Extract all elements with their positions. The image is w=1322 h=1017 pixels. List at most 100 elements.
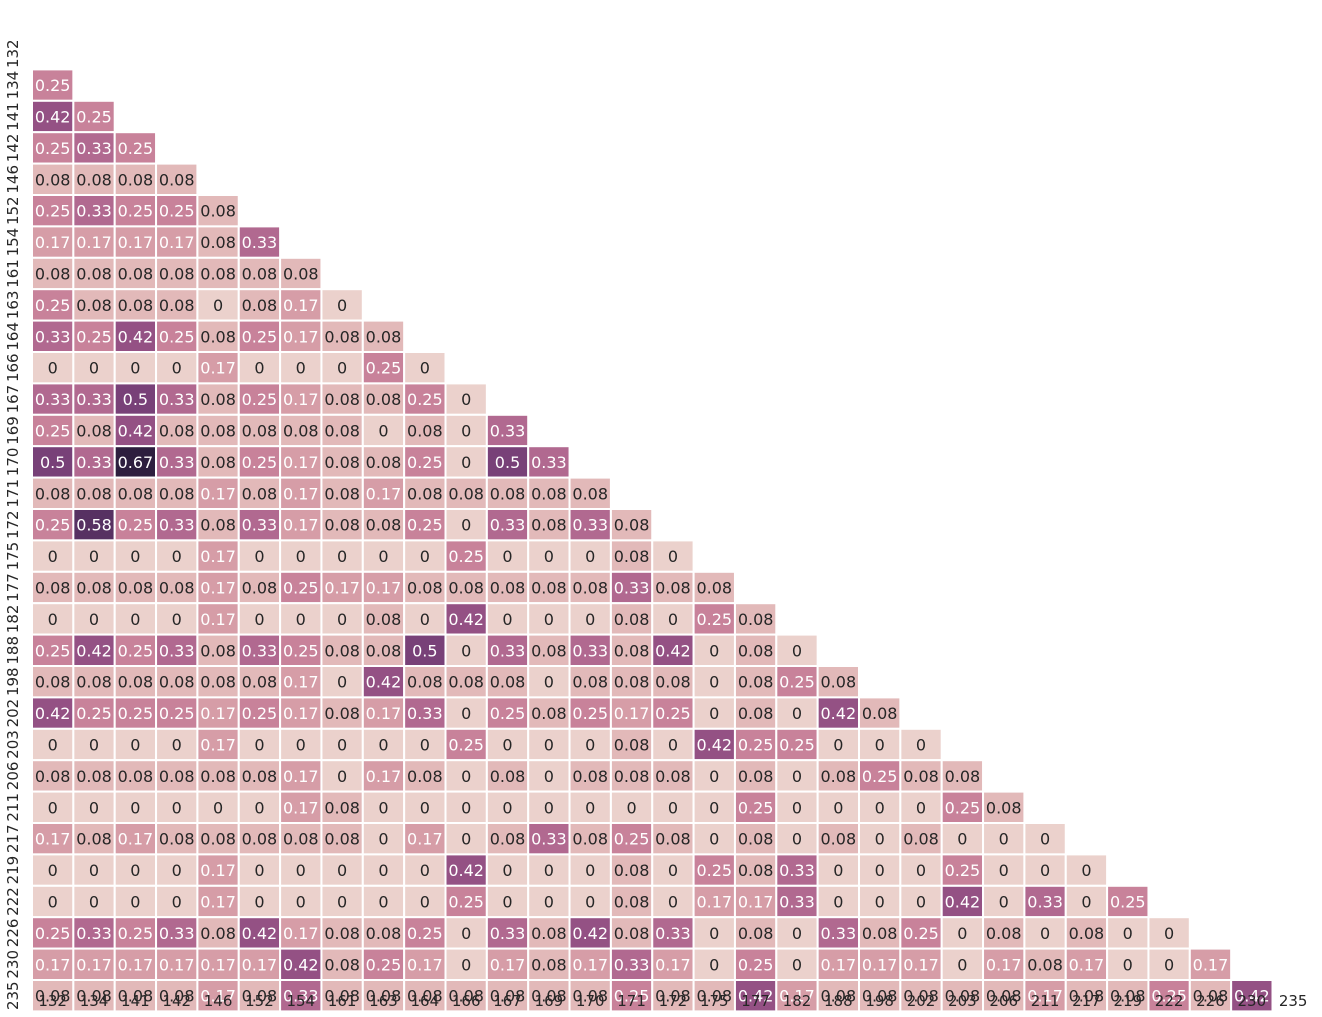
cell-value-label: 0	[89, 798, 99, 817]
heatmap-cell	[237, 696, 282, 730]
heatmap-cell	[609, 979, 654, 1013]
cell-value-label: 0.25	[407, 453, 443, 472]
cell-value-label: 0.08	[324, 704, 360, 723]
heatmap-cell	[196, 947, 240, 981]
cell-value-label: 0.25	[35, 202, 71, 221]
cell-value-label: 0.08	[448, 484, 484, 503]
cell-value-label: 0.08	[490, 579, 526, 598]
heatmap-cell	[279, 665, 323, 699]
cell-value-label: 0	[916, 736, 926, 755]
heatmap-cell	[692, 633, 736, 667]
cell-value-label: 0.08	[572, 484, 608, 503]
cell-value-label: 0.17	[200, 547, 236, 566]
heatmap-cell	[113, 947, 158, 981]
heatmap-cell	[237, 947, 282, 981]
cell-value-label: 0	[709, 767, 719, 786]
cell-value-label: 0.08	[242, 296, 278, 315]
cell-value-label: 0.33	[655, 924, 691, 943]
heatmap-cell	[982, 790, 1026, 824]
cell-value-label: 0	[668, 861, 678, 880]
cell-value-label: 0.08	[614, 673, 650, 692]
x-tick-label: 235	[1279, 992, 1308, 1010]
heatmap-cell	[72, 413, 116, 448]
cell-value-label: 0	[875, 736, 885, 755]
cell-value-label: 0	[792, 924, 802, 943]
cell-value-label: 0.17	[366, 484, 402, 503]
heatmap-cell	[155, 759, 199, 793]
cell-value-label: 0	[337, 359, 347, 378]
cell-value-label: 0.08	[35, 767, 71, 786]
heatmap-cell	[1106, 979, 1150, 1013]
cell-value-label: 0	[544, 767, 554, 786]
cell-value-label: 0.25	[242, 453, 278, 472]
cell-value-label: 0.08	[696, 579, 732, 598]
cell-value-label: 0	[999, 861, 1009, 880]
cell-value-label: 0.33	[159, 516, 195, 535]
cell-value-label: 0.08	[738, 861, 774, 880]
cell-value-label: 0.17	[200, 893, 236, 912]
cell-value-label: 0.25	[572, 704, 608, 723]
heatmap-cell	[113, 131, 158, 165]
cell-value-label: 0.08	[531, 987, 567, 1006]
cell-value-label: 0.17	[614, 704, 650, 723]
x-tick-label: 164	[411, 992, 440, 1010]
cell-value-label: 0.42	[945, 893, 981, 912]
cell-value-label: 0	[1040, 924, 1050, 943]
cell-value-label: 0.08	[200, 327, 236, 346]
x-tick-label: 166	[452, 992, 481, 1010]
heatmap-cell	[31, 665, 75, 699]
x-tick-label: 152	[245, 992, 274, 1010]
cell-value-label: 0.08	[986, 987, 1022, 1006]
heatmap-cell	[72, 162, 116, 197]
cell-value-label: 0.25	[779, 736, 815, 755]
x-tick-label: 230	[1238, 992, 1267, 1010]
cell-value-label: 0	[544, 547, 554, 566]
x-tick-label: 203	[948, 992, 977, 1010]
heatmap-cell	[651, 633, 695, 667]
cell-value-label: 0.42	[655, 641, 691, 660]
cell-value-label: 0	[337, 610, 347, 629]
cell-value-label: 0.08	[448, 673, 484, 692]
heatmap-cell	[403, 633, 447, 667]
cell-value-label: 0	[461, 453, 471, 472]
cell-value-label: 0	[1123, 955, 1133, 974]
cell-value-label: 0.25	[614, 987, 650, 1006]
heatmap-cell	[609, 822, 654, 856]
cell-value-label: 0	[709, 673, 719, 692]
heatmap-cell	[651, 665, 695, 699]
cell-value-label: 0.08	[324, 798, 360, 817]
cell-value-label: 0.17	[242, 955, 278, 974]
heatmap-cell	[899, 759, 943, 793]
cell-value-label: 0	[461, 767, 471, 786]
cell-value-label: 0	[709, 641, 719, 660]
cell-value-label: 0.08	[366, 924, 402, 943]
heatmap-cell	[155, 225, 199, 259]
y-tick-label: 175	[4, 542, 22, 571]
cell-value-label: 0.25	[35, 139, 71, 158]
cell-value-label: 0.08	[614, 893, 650, 912]
cell-value-label: 0	[48, 736, 58, 755]
cell-value-label: 0	[130, 861, 140, 880]
y-tick-label: 217	[4, 824, 22, 853]
cell-value-label: 0.42	[76, 641, 112, 660]
cell-value-label: 0	[337, 736, 347, 755]
cell-value-label: 0.33	[242, 516, 278, 535]
heatmap-cell	[775, 979, 819, 1013]
heatmap-cell	[775, 759, 819, 793]
cell-value-label: 0	[833, 893, 843, 912]
cell-value-label: 0.42	[118, 422, 154, 441]
cell-value-label: 0	[296, 610, 306, 629]
cell-value-label: 0	[502, 547, 512, 566]
cell-value-label: 0.33	[76, 924, 112, 943]
cell-value-label: 0	[378, 861, 388, 880]
cell-value-label: 0.17	[35, 830, 71, 849]
cell-value-label: 0.08	[242, 987, 278, 1006]
heatmap-cell	[113, 351, 158, 385]
cell-value-label: 0.08	[738, 673, 774, 692]
cell-value-label: 0.33	[821, 924, 857, 943]
cell-value-label: 0	[296, 893, 306, 912]
cell-value-label: 0.08	[200, 233, 236, 252]
cell-value-label: 0.25	[242, 390, 278, 409]
cell-value-label: 0.08	[324, 924, 360, 943]
cell-value-label: 0	[172, 798, 182, 817]
